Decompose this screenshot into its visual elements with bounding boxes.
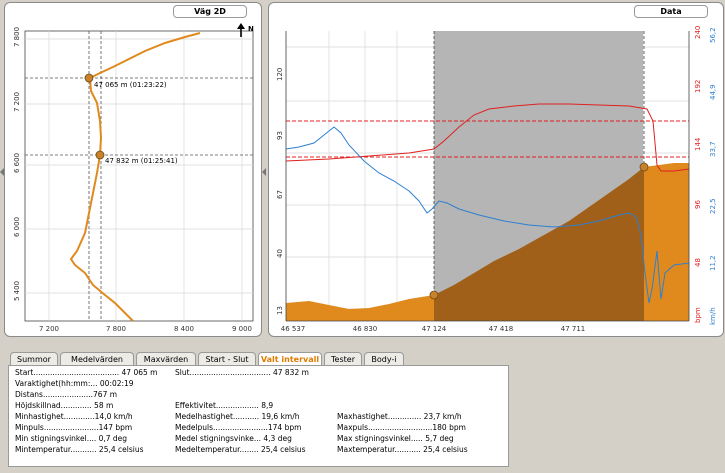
- heart-rate-line: [285, 103, 690, 172]
- selection-marker-start: [429, 290, 439, 300]
- data-left-tick: 120: [276, 68, 284, 81]
- kmh-tick: 56,2: [709, 27, 717, 43]
- map-panel: Väg 2D 47 065 m (01:23:22) 4: [4, 2, 262, 337]
- tab-body-i[interactable]: Body-i: [364, 352, 404, 366]
- map-y-tick: 6 600: [13, 153, 21, 173]
- stat-min-speed: Minhastighet.............14,0 km/h: [15, 412, 133, 421]
- bpm-tick: 96: [694, 200, 702, 209]
- data-x-tick: 47 418: [489, 325, 514, 333]
- route-path: [69, 32, 201, 322]
- map-x-tick: 8 400: [174, 325, 194, 333]
- bpm-unit: bpm: [694, 307, 702, 323]
- map-y-tick: 7 800: [13, 27, 21, 47]
- tab-medelvarden[interactable]: Medelvärden: [60, 352, 134, 366]
- stat-elevation: Höjdskillnad............. 58 m: [15, 401, 114, 410]
- stat-min-temp: Mintemperatur........... 25,4 celsius: [15, 445, 144, 454]
- elevation-area-selected: [434, 167, 644, 321]
- kmh-tick: 11,2: [709, 255, 717, 271]
- bpm-tick: 144: [694, 137, 702, 151]
- data-x-tick: 46 537: [281, 325, 306, 333]
- data-left-tick: 67: [276, 190, 284, 199]
- marker-label-end: 47 832 m (01:25:41): [105, 157, 178, 165]
- map-y-tick: 6 000: [13, 217, 21, 237]
- kmh-tick: 44,9: [709, 84, 717, 100]
- route-marker-end: [95, 150, 105, 160]
- stat-avg-temp: Medeltemperatur........ 25,4 celsius: [175, 445, 306, 454]
- stat-start: Start...................................…: [15, 368, 158, 377]
- tab-tester[interactable]: Tester: [324, 352, 362, 366]
- map-panel-title: Väg 2D: [173, 5, 247, 18]
- speed-line: [285, 126, 690, 304]
- elevation-area-left: [286, 295, 434, 321]
- stat-efficiency: Effektivitet.................. 8,9: [175, 401, 274, 410]
- map-plot-frame: [24, 30, 254, 322]
- stat-min-pulse: Minpuls.......................147 bpm: [15, 423, 133, 432]
- kmh-tick: 33,7: [709, 141, 717, 157]
- stat-max-temp: Maxtemperatur........... 25,4 celsius: [337, 445, 468, 454]
- stat-avg-speed: Medelhastighet........... 19,6 km/h: [175, 412, 300, 421]
- route-marker-start: [84, 73, 94, 83]
- map-y-tick: 5 400: [13, 281, 21, 301]
- data-x-tick: 47 711: [561, 325, 586, 333]
- selection-marker-end: [639, 162, 649, 172]
- kmh-unit: km/h: [709, 307, 717, 325]
- data-panel: Data: [268, 2, 724, 337]
- tab-start-slut[interactable]: Start - Slut: [198, 352, 256, 366]
- kmh-tick: 22,5: [709, 198, 717, 214]
- north-label: N: [248, 25, 254, 33]
- stat-max-pulse: Maxpuls...........................180 bp…: [337, 423, 466, 432]
- tab-summor[interactable]: Summor: [10, 352, 58, 366]
- collapse-left-icon[interactable]: [0, 168, 4, 176]
- map-x-tick: 7 200: [39, 325, 59, 333]
- data-x-tick: 47 124: [422, 325, 447, 333]
- north-arrow-icon: [237, 23, 245, 37]
- stats-panel: Start...................................…: [8, 365, 509, 467]
- stat-duration: Varaktighet(hh:mm:... 00:02:19: [15, 379, 134, 388]
- data-left-tick: 40: [276, 249, 284, 258]
- map-y-tick: 7 200: [13, 92, 21, 112]
- stat-avg-pulse: Medelpuls.......................174 bpm: [175, 423, 302, 432]
- data-x-tick: 46 830: [353, 325, 378, 333]
- map-chart[interactable]: 47 065 m (01:23:22) 47 832 m (01:25:41) …: [5, 3, 261, 336]
- stat-max-incline: Max stigningsvinkel..... 5,7 deg: [337, 434, 454, 443]
- stat-min-incline: Min stigningsvinkel.... 0,7 deg: [15, 434, 128, 443]
- data-left-tick: 13: [276, 306, 284, 315]
- bpm-tick: 240: [694, 26, 702, 39]
- bpm-tick: 192: [694, 80, 702, 93]
- tab-maxvarden[interactable]: Maxvärden: [136, 352, 196, 366]
- stat-distance: Distans.....................767 m: [15, 390, 118, 399]
- marker-label-start: 47 065 m (01:23:22): [94, 81, 167, 89]
- stat-avg-incline: Medel stigningsvinke... 4,3 deg: [175, 434, 292, 443]
- elevation-area-right: [644, 163, 689, 321]
- data-chart[interactable]: 120 93 67 40 13 46 537 46 830 47 124 47 …: [269, 3, 723, 336]
- collapse-middle-icon[interactable]: [262, 168, 266, 176]
- map-x-tick: 9 000: [232, 325, 252, 333]
- bpm-tick: 48: [694, 258, 702, 267]
- data-left-tick: 93: [276, 131, 284, 140]
- tab-valt-intervall[interactable]: Valt intervall: [258, 352, 322, 367]
- map-x-tick: 7 800: [106, 325, 126, 333]
- stat-max-speed: Maxhastighet.............. 23,7 km/h: [337, 412, 462, 421]
- data-panel-title: Data: [634, 5, 708, 18]
- stat-slut: Slut.................................. 4…: [175, 368, 309, 377]
